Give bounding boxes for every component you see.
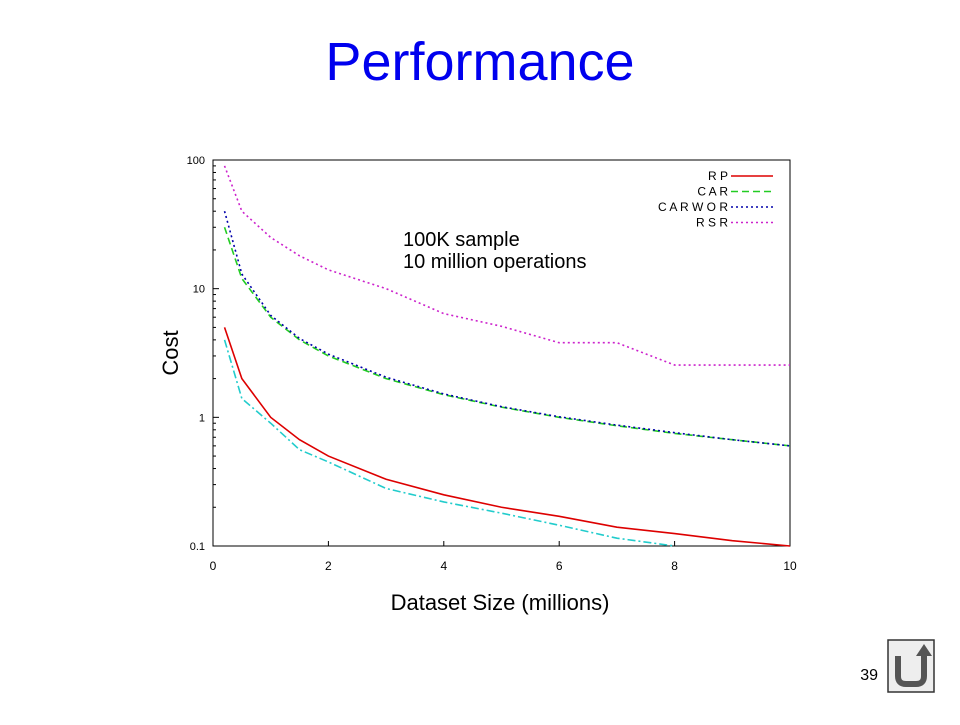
x-tick-label: 2	[325, 559, 332, 573]
y-tick-label: 1	[199, 412, 205, 424]
page-number: 39	[860, 667, 878, 684]
y-axis-label: Cost	[158, 330, 183, 375]
y-tick-label: 10	[193, 284, 205, 296]
x-tick-label: 4	[440, 559, 447, 573]
annotation: 100K sample	[403, 229, 520, 251]
series-line	[223, 327, 791, 547]
legend-label: R P	[708, 169, 728, 183]
nav-button-icon[interactable]	[895, 654, 927, 687]
legend-label: C A R W O R	[658, 200, 728, 214]
x-tick-label: 10	[783, 559, 797, 573]
nav-button-arrow[interactable]	[916, 644, 932, 656]
slide-title: Performance	[325, 32, 634, 92]
series-line	[223, 210, 791, 447]
plot-frame	[212, 159, 791, 547]
annotation: 10 million operations	[403, 251, 586, 273]
legend-label: C A R	[697, 185, 728, 199]
x-tick-label: 0	[210, 559, 217, 573]
x-tick-label: 8	[671, 559, 678, 573]
series-line	[223, 339, 675, 547]
nav-button[interactable]	[887, 639, 935, 693]
x-tick-label: 6	[556, 559, 563, 573]
legend-label: R S R	[696, 216, 728, 230]
series-line	[223, 165, 790, 366]
y-tick-label: 100	[187, 155, 205, 167]
x-axis-label: Dataset Size (millions)	[391, 590, 610, 615]
y-tick-label: 0.1	[190, 541, 205, 553]
